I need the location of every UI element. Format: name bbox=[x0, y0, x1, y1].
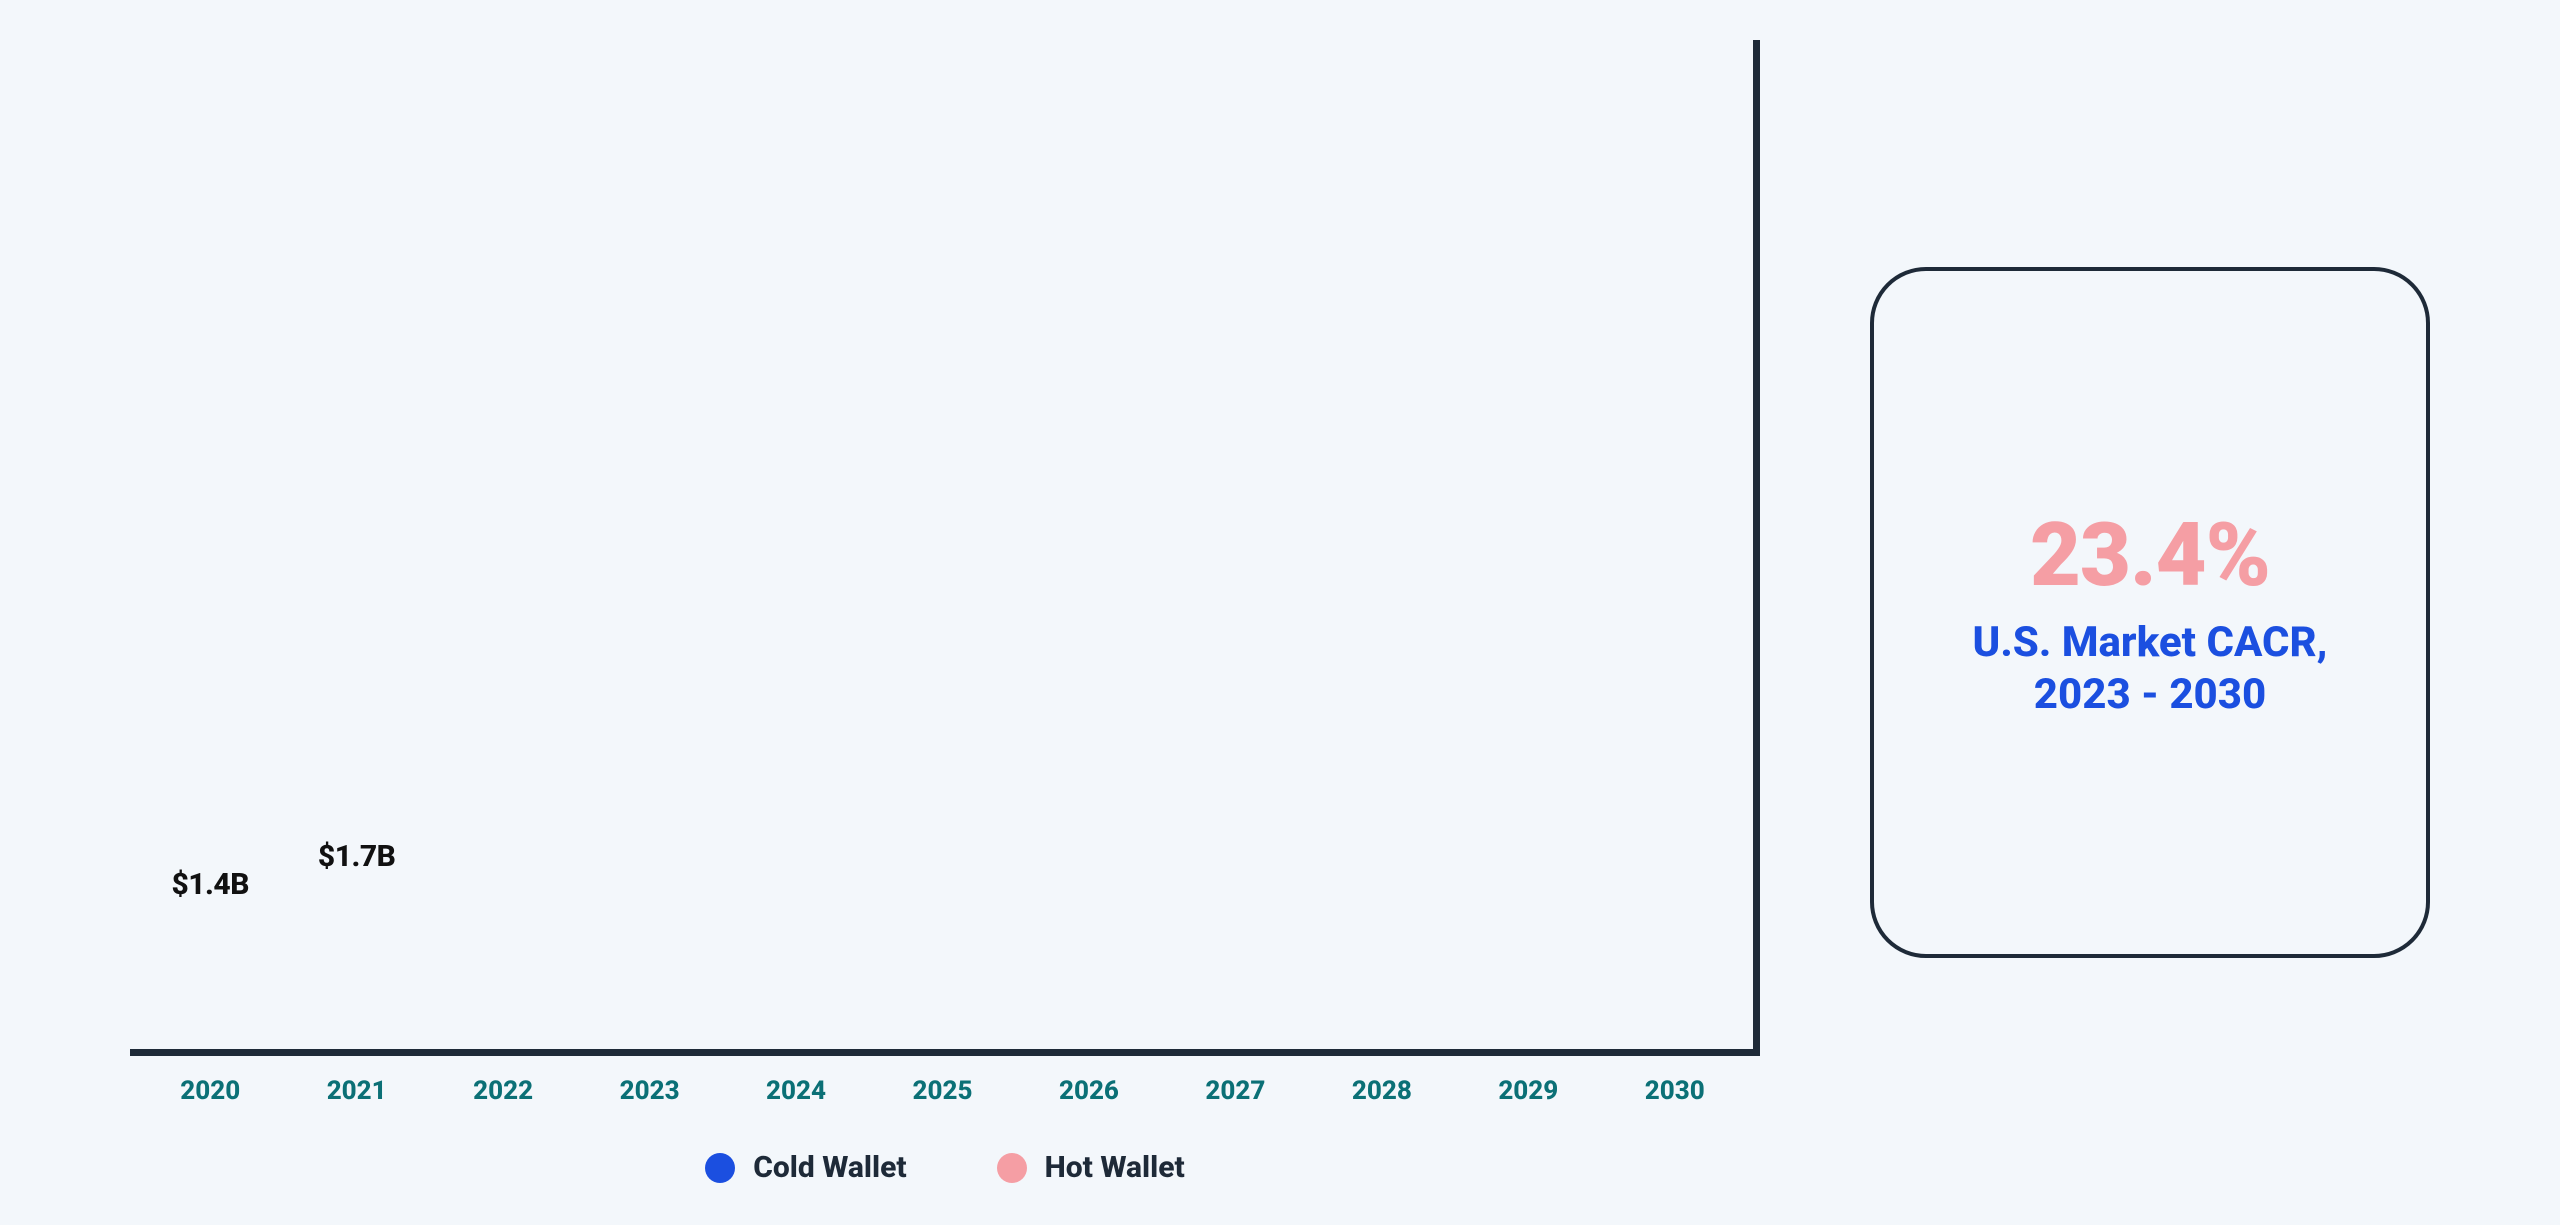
bar-2029 bbox=[1468, 40, 1588, 1049]
legend-label: Hot Wallet bbox=[1045, 1150, 1185, 1185]
legend-item: Cold Wallet bbox=[705, 1150, 906, 1185]
chart-area: $1.4B$1.7B 20202021202220232024202520262… bbox=[130, 40, 1760, 1185]
bar-annotation: $1.4B bbox=[150, 867, 270, 902]
bar-2022 bbox=[443, 40, 563, 1049]
x-tick: 2021 bbox=[296, 1076, 416, 1106]
bar-2024 bbox=[736, 40, 856, 1049]
bars-container: $1.4B $1.7B bbox=[130, 40, 1735, 1049]
x-tick: 2023 bbox=[589, 1076, 709, 1106]
cacr-label: U.S. Market CACR, 2023 - 2030 bbox=[1973, 617, 2328, 722]
legend-item: Hot Wallet bbox=[997, 1150, 1185, 1185]
x-tick: 2029 bbox=[1468, 1076, 1588, 1106]
bar-2025 bbox=[882, 40, 1002, 1049]
x-tick: 2027 bbox=[1175, 1076, 1295, 1106]
x-tick: 2028 bbox=[1322, 1076, 1442, 1106]
x-tick: 2022 bbox=[443, 1076, 563, 1106]
cacr-value: 23.4% bbox=[2030, 504, 2270, 607]
x-tick: 2030 bbox=[1615, 1076, 1735, 1106]
cacr-card: 23.4% U.S. Market CACR, 2023 - 2030 bbox=[1870, 267, 2430, 958]
bar-2030 bbox=[1615, 40, 1735, 1049]
legend-label: Cold Wallet bbox=[753, 1150, 906, 1185]
y-axis bbox=[1753, 40, 1760, 1056]
legend-swatch bbox=[997, 1153, 1027, 1183]
bar-annotation: $1.7B bbox=[296, 839, 416, 874]
bar-2026 bbox=[1029, 40, 1149, 1049]
x-tick: 2020 bbox=[150, 1076, 270, 1106]
x-tick-labels: 2020 2021 2022 2023 2024 2025 2026 2027 2028 2029… bbox=[130, 1076, 1760, 1106]
bar-2027 bbox=[1175, 40, 1295, 1049]
bar-2021: $1.7B bbox=[296, 40, 416, 1049]
legend-swatch bbox=[705, 1153, 735, 1183]
x-axis bbox=[130, 1049, 1760, 1056]
x-tick: 2025 bbox=[882, 1076, 1002, 1106]
x-tick: 2026 bbox=[1029, 1076, 1149, 1106]
x-tick: 2024 bbox=[736, 1076, 856, 1106]
legend: Cold Wallet Hot Wallet bbox=[130, 1150, 1760, 1185]
plot: $1.4B $1.7B bbox=[130, 40, 1760, 1056]
bar-2028 bbox=[1322, 40, 1442, 1049]
bar-2023 bbox=[589, 40, 709, 1049]
bar-2020: $1.4B bbox=[150, 40, 270, 1049]
